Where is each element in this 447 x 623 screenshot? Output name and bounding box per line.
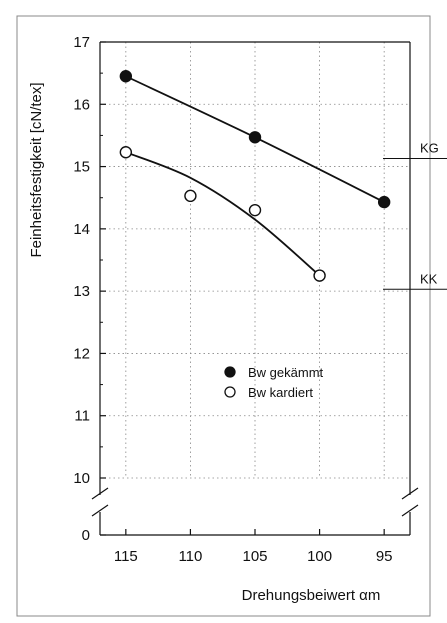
data-point-series-1 bbox=[119, 146, 133, 159]
data-point-series-1 bbox=[248, 203, 262, 217]
x-tick-label: 100 bbox=[307, 548, 332, 565]
fit-curve-series-1 bbox=[125, 151, 321, 277]
legend-marker bbox=[224, 366, 236, 378]
y-axis-label: Feinheitsfestigkeit [cN/tex] bbox=[28, 82, 45, 257]
x-tick-label: 110 bbox=[178, 548, 202, 565]
y-tick-label: 0 bbox=[82, 527, 90, 544]
x-tick-label: 105 bbox=[242, 548, 267, 565]
page-frame bbox=[16, 15, 431, 617]
x-tick-label: 115 bbox=[114, 548, 138, 565]
legend-entry: Bw gekämmt bbox=[248, 365, 324, 380]
legend: Bw gekämmt Bw kardiert bbox=[224, 365, 324, 400]
y-tick-label: 13 bbox=[73, 283, 90, 300]
y-tick-label: 10 bbox=[73, 470, 90, 487]
y-tick-label: 17 bbox=[73, 34, 90, 51]
x-tick-label: 95 bbox=[376, 548, 393, 565]
legend-entry: Bw kardiert bbox=[248, 385, 313, 400]
data-points bbox=[119, 70, 391, 282]
y-tick-label: 12 bbox=[73, 345, 90, 362]
data-point-series-0 bbox=[119, 70, 133, 83]
axis-break-mark bbox=[401, 487, 419, 500]
data-point-series-1 bbox=[313, 269, 326, 282]
y-tick-label: 16 bbox=[73, 96, 90, 113]
reference-label-kk: KK bbox=[420, 271, 438, 286]
reference-label-kg: KG bbox=[420, 140, 439, 155]
axis-break-mark bbox=[91, 487, 109, 500]
data-point-series-1 bbox=[184, 189, 197, 203]
axis-break-mark bbox=[401, 504, 419, 517]
legend-marker bbox=[224, 386, 236, 398]
data-point-series-0 bbox=[248, 131, 262, 144]
y-tick-label: 11 bbox=[74, 408, 90, 425]
y-tick-label: 14 bbox=[73, 221, 90, 238]
reference-lines: KG KK bbox=[383, 140, 447, 290]
axes bbox=[91, 41, 419, 536]
axis-break-mark bbox=[91, 504, 109, 517]
x-axis-label: Drehungsbeiwert αm bbox=[242, 587, 381, 604]
data-point-series-0 bbox=[377, 195, 391, 209]
y-tick-label: 15 bbox=[73, 159, 90, 176]
grid-lines bbox=[100, 42, 410, 479]
